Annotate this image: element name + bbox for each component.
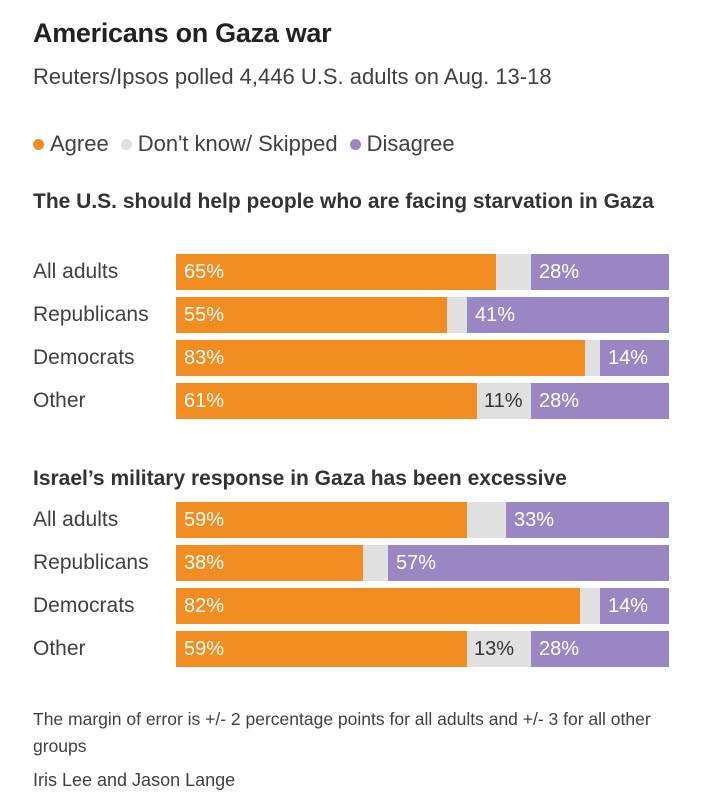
bar-segment-disagree — [467, 297, 669, 333]
bar-segment-don-t-know-skipped — [467, 502, 506, 538]
bar-all-adults: 65% 28% — [176, 254, 669, 290]
data-label: 41% — [475, 304, 516, 326]
bar-segment-agree — [176, 383, 477, 419]
legend: Agree Don't know/ Skipped Disagree — [33, 131, 467, 157]
legend-item-disagree: Disagree — [349, 131, 455, 157]
bar-republicans: 55% 41% — [176, 297, 669, 333]
category-label-other: Other — [33, 637, 86, 660]
legend-dot-dont-know — [120, 138, 132, 150]
credit: Iris Lee and Jason Lange — [33, 770, 236, 790]
category-label-republicans: Republicans — [33, 303, 149, 326]
bar-segment-disagree — [506, 502, 669, 538]
bar-segment-don-t-know-skipped — [467, 631, 531, 667]
data-label: 82% — [184, 595, 225, 617]
bar-segment-don-t-know-skipped — [477, 383, 531, 419]
data-label: 14% — [608, 347, 649, 369]
category-label-republicans: Republicans — [33, 551, 149, 574]
data-label: 14% — [608, 595, 649, 617]
data-label: 65% — [184, 261, 225, 283]
bar-republicans: 38% 57% — [176, 545, 669, 581]
data-label: 83% — [184, 347, 225, 369]
category-label-other: Other — [33, 389, 86, 412]
legend-dot-agree — [33, 138, 44, 150]
bar-segment-agree — [176, 588, 580, 624]
legend-label-disagree: Disagree — [366, 131, 455, 156]
legend-dot-disagree — [349, 138, 361, 150]
bar-segment-agree — [176, 297, 447, 333]
data-label: 59% — [184, 509, 225, 531]
data-label: 11% — [484, 390, 523, 412]
bar-democrats: 82% 14% — [176, 588, 669, 624]
bar-segment-disagree — [531, 383, 669, 419]
data-label: 57% — [396, 552, 437, 574]
bar-segment-agree — [176, 545, 363, 581]
category-label-all-adults: All adults — [33, 508, 119, 531]
data-label: 28% — [539, 390, 580, 412]
data-label: 13% — [474, 638, 515, 660]
panel-title-1: The U.S. should help people who are faci… — [33, 190, 654, 213]
category-label-all-adults: All adults — [33, 260, 119, 283]
bar-segment-don-t-know-skipped — [496, 254, 531, 290]
bar-segment-agree — [176, 254, 496, 290]
bar-segment-don-t-know-skipped — [585, 340, 600, 376]
bar-segment-agree — [176, 502, 467, 538]
bar-all-adults: 59% 33% — [176, 502, 669, 538]
data-label: 28% — [539, 261, 580, 283]
bar-democrats: 83% 14% — [176, 340, 669, 376]
legend-label-dont-know: Don't know/ Skipped — [137, 131, 338, 156]
bar-segment-agree — [176, 340, 585, 376]
chart-subtitle: Reuters/Ipsos polled 4,446 U.S. adults o… — [33, 64, 552, 89]
chart-title: Americans on Gaza war — [33, 18, 332, 48]
legend-item-dont-know: Don't know/ Skipped — [120, 131, 338, 157]
bar-segment-don-t-know-skipped — [447, 297, 467, 333]
category-label-democrats: Democrats — [33, 346, 135, 369]
bar-segment-don-t-know-skipped — [580, 588, 600, 624]
bar-segment-disagree — [531, 631, 669, 667]
bar-segment-disagree — [531, 254, 669, 290]
data-label: 38% — [184, 552, 225, 574]
data-label: 55% — [184, 304, 225, 326]
data-label: 33% — [514, 509, 555, 531]
bar-other: 61% 11% 28% — [176, 383, 669, 419]
legend-label-agree: Agree — [50, 131, 109, 156]
bar-other: 59% 13% 28% — [176, 631, 669, 667]
bar-segment-agree — [176, 631, 467, 667]
legend-item-agree: Agree — [33, 131, 109, 157]
data-label: 28% — [539, 638, 580, 660]
panel-title-2: Israel’s military response in Gaza has b… — [33, 467, 567, 490]
data-label: 61% — [184, 390, 225, 412]
data-label: 59% — [184, 638, 225, 660]
footnote: The margin of error is +/- 2 percentage … — [33, 709, 651, 756]
bar-segment-disagree — [388, 545, 669, 581]
bar-segment-disagree — [600, 588, 669, 624]
bar-segment-don-t-know-skipped — [363, 545, 388, 581]
category-label-democrats: Democrats — [33, 594, 135, 617]
bar-segment-disagree — [600, 340, 669, 376]
